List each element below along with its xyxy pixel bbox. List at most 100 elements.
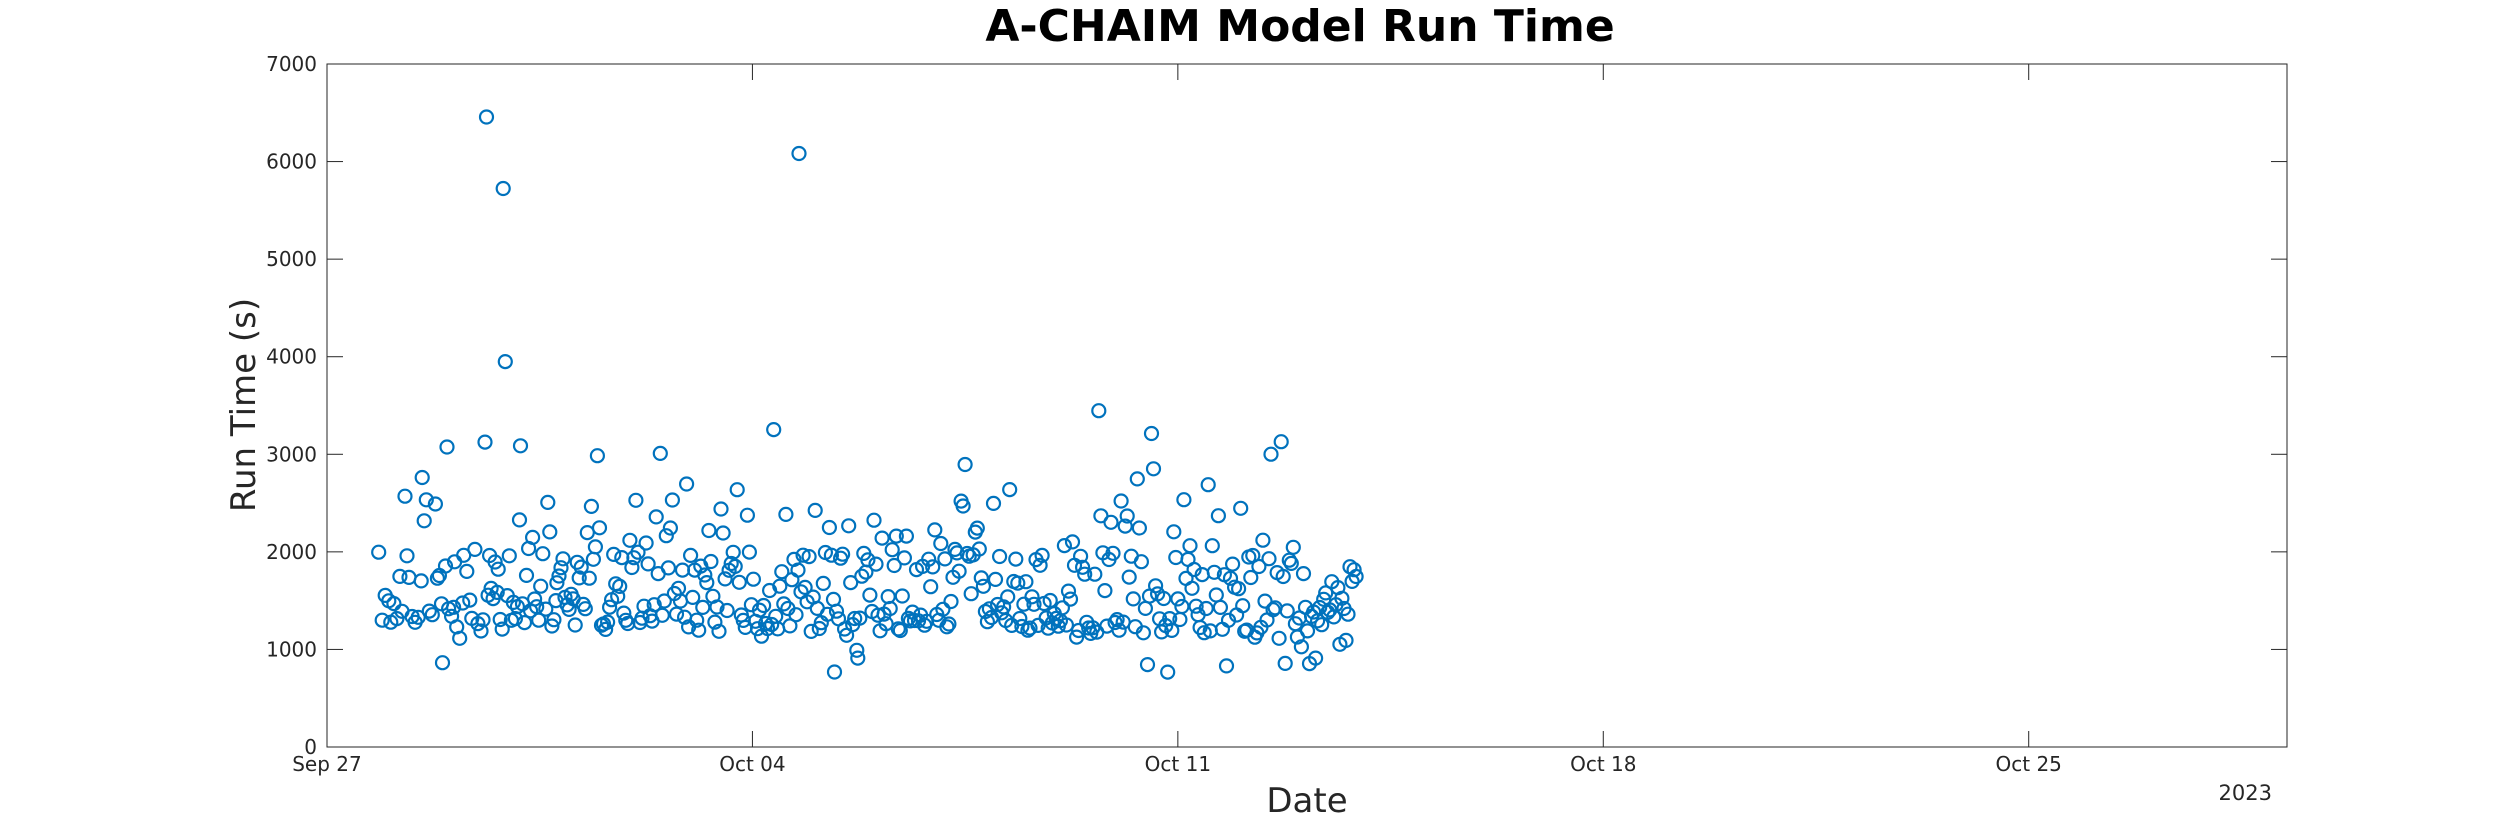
y-tick-label: 1000 <box>266 637 317 661</box>
data-point <box>1012 610 1028 627</box>
data-point <box>695 599 711 616</box>
data-point <box>1117 518 1133 534</box>
data-point <box>540 494 556 510</box>
data-point <box>664 492 681 508</box>
data-point <box>467 541 483 558</box>
data-point <box>494 621 510 637</box>
data-point <box>674 562 691 578</box>
data-point <box>723 555 739 572</box>
data-point <box>569 554 585 570</box>
data-point <box>985 495 1002 511</box>
data-point <box>711 623 727 639</box>
data-point <box>975 578 992 594</box>
data-point <box>612 578 628 595</box>
data-point <box>1218 658 1235 674</box>
data-point <box>776 596 792 612</box>
data-point <box>553 560 569 576</box>
data-point <box>1307 650 1324 666</box>
y-tick-label: 2000 <box>266 540 317 564</box>
data-point <box>1103 514 1119 530</box>
data-point <box>878 616 894 632</box>
data-point <box>862 587 878 603</box>
data-point <box>852 610 868 626</box>
data-point <box>1147 578 1164 594</box>
data-point <box>1024 589 1040 605</box>
y-tick-label: 4000 <box>266 345 317 369</box>
data-point <box>868 556 884 572</box>
data-point <box>1056 537 1073 554</box>
data-point <box>475 612 491 628</box>
data-point <box>703 553 719 570</box>
data-point <box>1235 598 1251 614</box>
data-point <box>638 535 654 551</box>
data-point <box>923 579 939 595</box>
data-point <box>823 547 840 563</box>
data-point <box>682 547 699 564</box>
data-point <box>795 547 811 563</box>
data-point <box>941 616 957 632</box>
data-point <box>577 601 593 617</box>
data-point <box>1263 446 1279 462</box>
y-tick-label: 3000 <box>266 442 317 466</box>
data-point <box>1156 590 1172 607</box>
data-point <box>1008 551 1024 567</box>
data-point <box>399 548 415 564</box>
x-axis-title: Date <box>1266 781 1347 821</box>
data-point <box>755 597 772 614</box>
data-point <box>462 592 478 608</box>
x-axis-year-label: 2023 <box>2219 781 2272 805</box>
data-point <box>1164 622 1180 639</box>
data-point <box>1255 532 1271 548</box>
y-axis: 0 1000 2000 3000 4000 5000 6000 7000 <box>266 52 2287 759</box>
data-point <box>717 571 733 587</box>
data-point <box>410 609 426 625</box>
data-point <box>414 469 430 486</box>
data-point <box>892 622 908 639</box>
data-point <box>624 559 640 576</box>
data-point <box>589 448 606 464</box>
data-point <box>501 548 517 564</box>
data-point <box>707 614 723 630</box>
data-point <box>511 512 528 528</box>
data-point <box>778 506 794 523</box>
data-point <box>439 439 455 455</box>
data-point <box>1210 508 1227 524</box>
data-point <box>725 544 741 560</box>
data-point <box>1105 545 1121 561</box>
data-point <box>731 574 747 590</box>
data-point <box>973 570 989 586</box>
data-point <box>630 544 646 560</box>
y-tick-label: 5000 <box>266 247 317 271</box>
data-point <box>727 558 743 575</box>
data-point <box>1060 583 1077 599</box>
data-point <box>701 522 717 539</box>
data-point <box>847 610 863 627</box>
data-point <box>1097 582 1113 599</box>
data-point <box>874 530 890 546</box>
data-point <box>1139 656 1156 673</box>
data-point <box>1318 585 1334 601</box>
data-point <box>884 542 900 558</box>
data-point <box>1198 600 1214 617</box>
data-point <box>542 524 558 540</box>
data-point <box>834 546 851 562</box>
data-point <box>870 607 886 623</box>
data-point <box>1085 620 1101 636</box>
data-point <box>791 145 807 162</box>
data-point <box>1182 538 1198 554</box>
data-point <box>1058 617 1075 633</box>
data-point <box>452 630 468 646</box>
data-point <box>1176 492 1192 508</box>
data-point <box>1125 591 1141 607</box>
data-point <box>535 546 551 562</box>
data-point <box>1034 547 1050 564</box>
data-point <box>1002 482 1018 498</box>
data-point <box>1145 461 1162 477</box>
data-point <box>772 578 788 594</box>
data-point <box>943 593 959 610</box>
data-point <box>1022 620 1038 636</box>
data-point <box>1295 565 1312 582</box>
data-point <box>1129 471 1145 487</box>
data-point <box>1230 581 1247 597</box>
data-point <box>1204 538 1220 554</box>
